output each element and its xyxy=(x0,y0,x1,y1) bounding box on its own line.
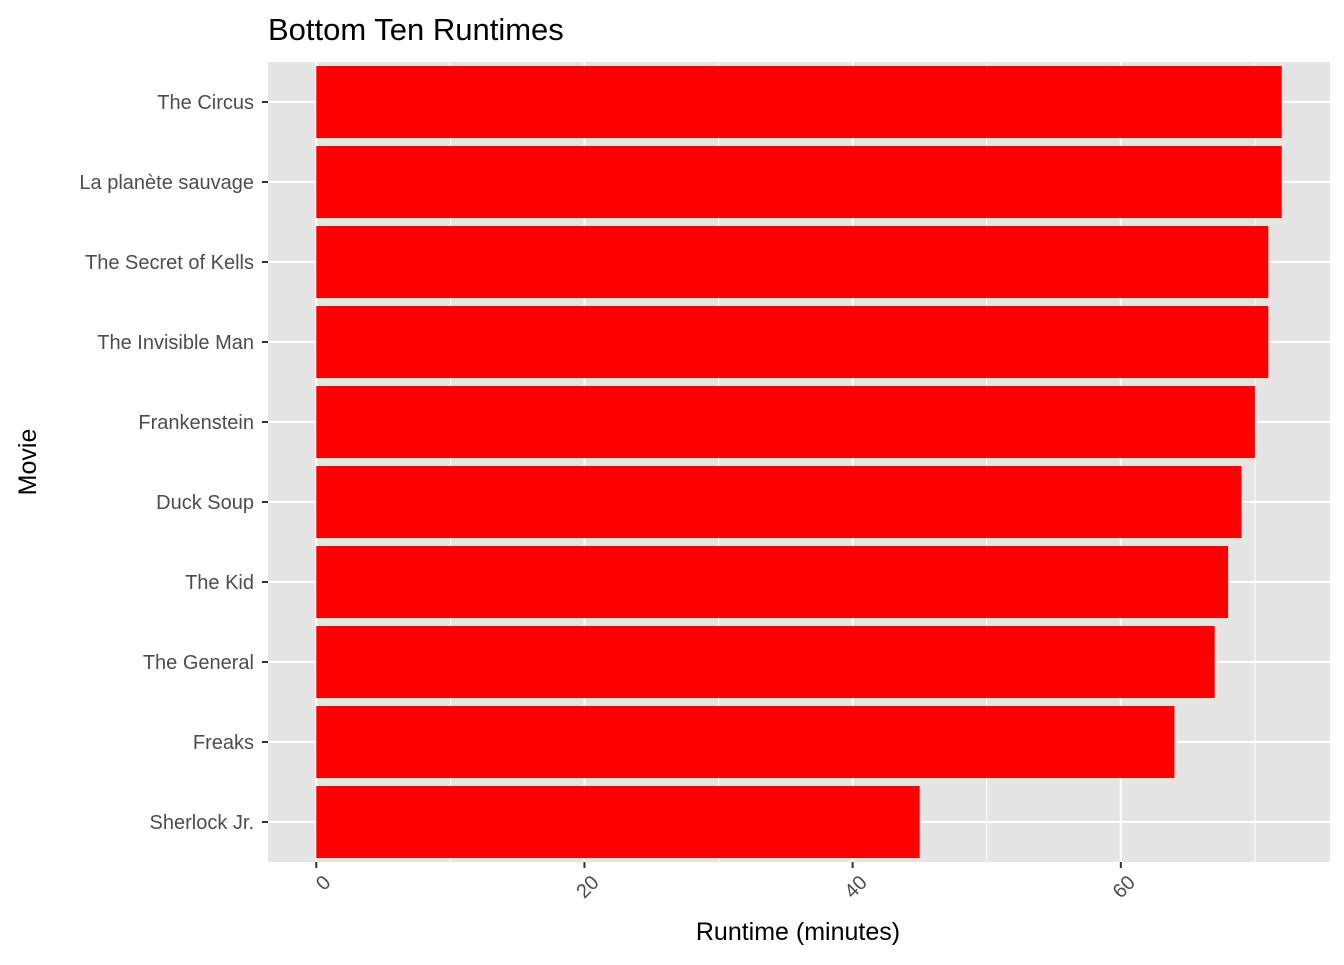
y-tick-label: Freaks xyxy=(193,732,254,754)
y-axis: Sherlock Jr. Freaks The General The Kid Duck… xyxy=(79,92,268,834)
bar xyxy=(316,386,1255,458)
bar xyxy=(316,226,1269,298)
y-tick-label: La planète sauvage xyxy=(79,172,254,194)
x-tick-label: 40 xyxy=(840,872,871,903)
y-tick-label: Frankenstein xyxy=(138,412,254,434)
chart-title: Bottom Ten Runtimes xyxy=(268,12,564,47)
bar xyxy=(316,66,1282,138)
bar xyxy=(316,546,1229,618)
y-axis-title: Movie xyxy=(14,429,42,496)
y-tick-label: The Kid xyxy=(185,572,254,594)
bar xyxy=(316,626,1215,698)
bar xyxy=(316,706,1175,778)
bar xyxy=(316,466,1242,538)
x-axis-title: Runtime (minutes) xyxy=(696,918,900,946)
y-tick-label: The General xyxy=(143,652,254,674)
y-tick-label: The Invisible Man xyxy=(97,332,254,354)
bars-group xyxy=(316,66,1282,858)
y-tick-label: The Secret of Kells xyxy=(85,252,254,274)
bar xyxy=(316,306,1269,378)
x-tick-label: 0 xyxy=(312,872,335,895)
bar xyxy=(316,146,1282,218)
x-tick-label: 20 xyxy=(572,872,603,903)
x-tick-label: 60 xyxy=(1109,872,1140,903)
bar xyxy=(316,786,920,858)
y-tick-label: The Circus xyxy=(157,92,254,114)
x-axis: 0 20 40 60 xyxy=(312,862,1140,903)
y-tick-label: Duck Soup xyxy=(156,492,254,514)
y-tick-label: Sherlock Jr. xyxy=(150,812,254,834)
